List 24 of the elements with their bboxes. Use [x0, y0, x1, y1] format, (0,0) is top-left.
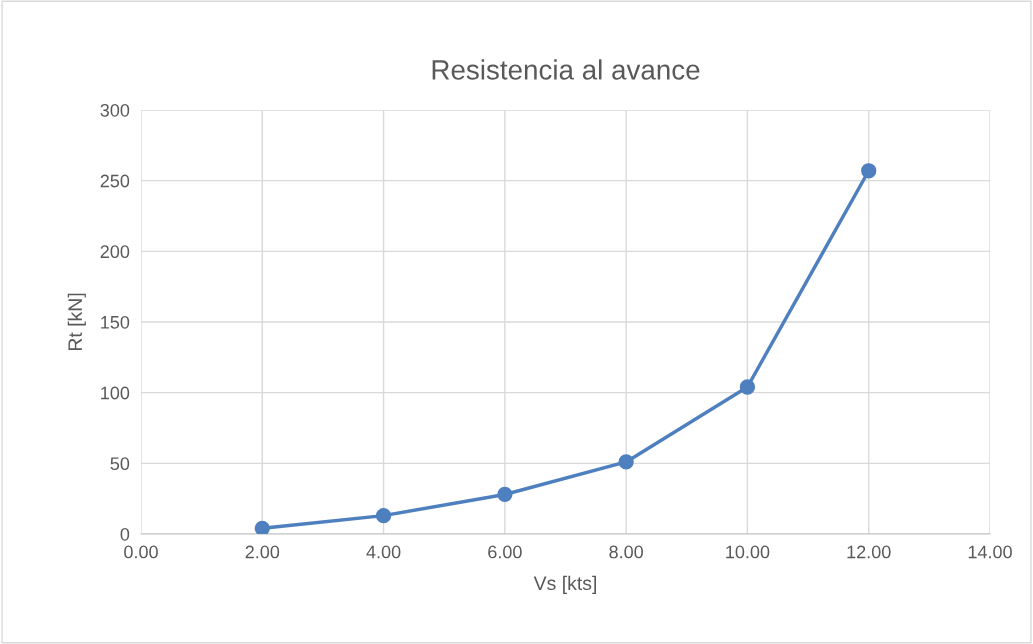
y-tick-label: 250 — [100, 174, 130, 188]
point — [375, 507, 392, 524]
point — [254, 520, 270, 534]
x-tick-label: 12.00 — [847, 545, 891, 559]
y-tick-label: 0 — [120, 527, 130, 541]
x-tick-label: 6.00 — [488, 545, 522, 559]
y-tick-label: 200 — [100, 245, 130, 259]
x-tick-label: 10.00 — [726, 545, 770, 559]
chart-title: Resistencia al avance — [432, 59, 700, 80]
y-tick-label: 50 — [110, 457, 130, 471]
y-tick-label: 150 — [101, 315, 130, 329]
y-tick-label: 300 — [100, 103, 130, 117]
x-tick-label: 8.00 — [609, 545, 644, 559]
point — [861, 163, 877, 179]
x-tick-label: 2.00 — [245, 545, 280, 559]
point — [739, 379, 756, 395]
x-axis-title: Vs [kts] — [533, 575, 596, 594]
point — [618, 454, 634, 470]
x-tick-label: 14.00 — [968, 545, 1012, 559]
y-tick-label: 100 — [101, 386, 130, 400]
x-tick-label: 4.00 — [366, 545, 401, 559]
x-tick-label: 0.00 — [124, 545, 158, 559]
point — [497, 486, 513, 503]
y-axis-title: Rt [kN] — [67, 293, 86, 351]
